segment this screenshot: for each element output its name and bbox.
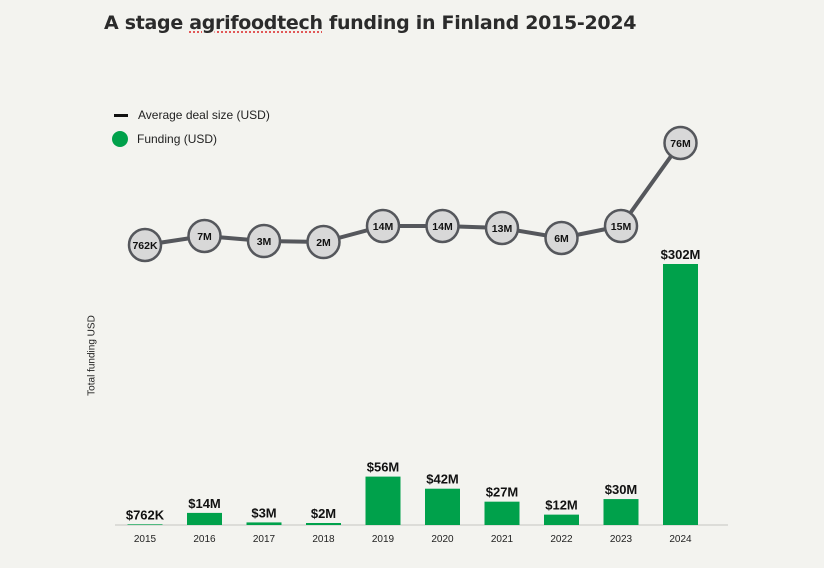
deal-size-label: 14M [432,221,453,233]
x-tick-label: 2019 [372,534,395,545]
deal-size-marker [187,218,222,254]
line-swatch-icon [114,113,128,117]
x-tick-label: 2023 [610,534,633,545]
x-tick-label: 2015 [134,534,157,545]
deal-size-label: 76M [670,138,691,150]
deal-size-marker [246,223,282,259]
deal-size-marker [365,208,401,244]
deal-size-label: 7M [197,231,212,243]
bar-value-label: $2M [311,506,336,521]
bar-value-label: $302M [661,247,701,262]
deal-size-label: 6M [554,233,569,245]
bar [484,501,520,525]
deal-size-label: 13M [492,223,513,235]
deal-size-marker [306,224,341,260]
deal-size-label: 3M [257,236,272,248]
bar-value-label: $762K [126,507,165,522]
legend-label: Funding (USD) [137,132,218,146]
x-tick-label: 2018 [312,534,335,545]
deal-size-marker [127,227,163,263]
deal-size-label: 2M [316,237,331,249]
legend-item-funding: Funding (USD) [112,127,270,151]
x-tick-label: 2016 [193,534,216,545]
bar-value-label: $56M [367,460,400,475]
bar-value-label: $30M [605,482,638,497]
x-tick-label: 2020 [431,534,454,545]
x-tick-label: 2021 [491,534,514,545]
deal-size-marker [663,125,698,161]
deal-size-label: 14M [373,221,394,233]
dot-swatch-icon [112,131,128,147]
deal-size-label: 762K [132,240,158,252]
bar [663,264,698,525]
title-suffix: funding in Finland 2015-2024 [322,12,637,34]
bar-value-label: $42M [426,472,459,487]
bar-value-label: $12M [545,498,578,513]
bar-value-label: $3M [251,505,276,520]
bar [603,499,639,525]
bar [365,476,401,525]
legend: Average deal size (USD) Funding (USD) [112,103,270,151]
bar [127,524,163,525]
deal-size-marker [544,220,579,256]
title-prefix: A stage [104,12,190,34]
bar [425,488,460,525]
bar-value-label: $14M [188,496,221,511]
bar [306,523,341,525]
bar [544,514,579,525]
deal-size-marker [425,208,460,244]
deal-size-marker [603,208,639,244]
chart-title: A stage agrifoodtech funding in Finland … [104,12,636,34]
deal-size-label: 15M [611,221,632,233]
x-tick-label: 2022 [550,534,573,545]
x-tick-label: 2024 [669,534,692,545]
legend-item-deal-size: Average deal size (USD) [112,103,270,127]
deal-size-line [144,141,683,247]
bar-value-label: $27M [486,485,519,500]
bar [246,522,282,525]
x-tick-label: 2017 [253,534,276,545]
bar [187,512,222,525]
title-spellcheck-word: agrifoodtech [189,12,323,34]
legend-label: Average deal size (USD) [138,108,270,122]
deal-size-marker [484,210,520,246]
